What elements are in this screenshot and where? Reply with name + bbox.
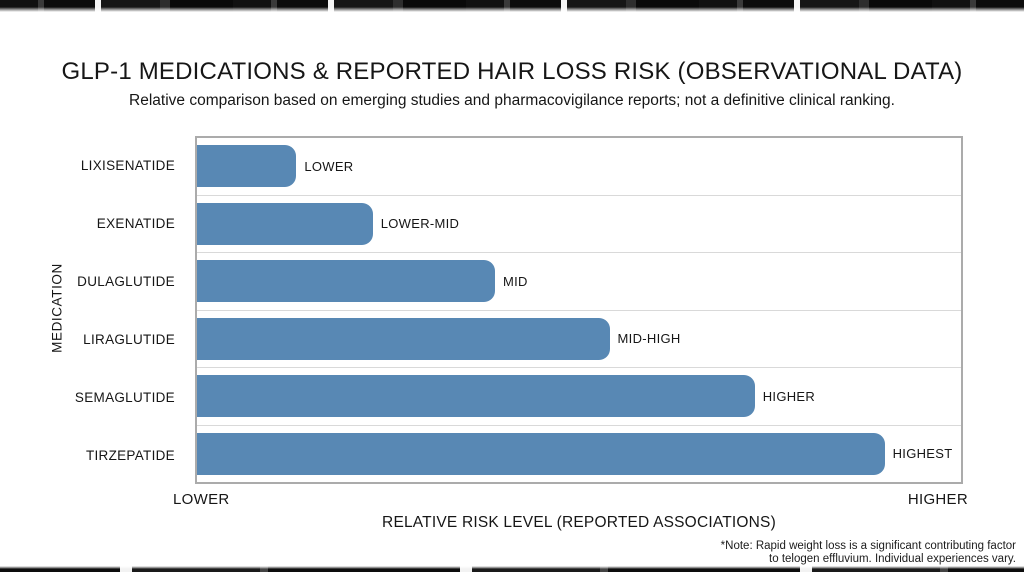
risk-bar (197, 375, 755, 418)
risk-bar (197, 202, 373, 245)
plot-area: LOWER LOWER-MID MID MID-HIGH HIGHER HIGHEST (195, 136, 963, 484)
bar-row: MID (197, 253, 961, 311)
bar-row: LOWER (197, 138, 961, 196)
risk-bar (197, 260, 495, 303)
bar-row: HIGHER (197, 368, 961, 426)
footnote: *Note: Rapid weight loss is a significan… (721, 540, 1016, 566)
category-label: EXENATIDE (96, 215, 175, 231)
bottom-film-edge (0, 566, 1024, 572)
bar-value-label: MID-HIGH (617, 331, 681, 347)
chart-title: GLP-1 MEDICATIONS & REPORTED HAIR LOSS R… (61, 58, 963, 85)
chart-subtitle: Relative comparison based on emerging st… (129, 92, 895, 109)
footnote-line-2: to telogen effluvium. Individual experie… (769, 553, 1016, 565)
bar-row: LOWER-MID (197, 196, 961, 253)
category-label: LIXISENATIDE (80, 157, 175, 173)
bar-value-label: MID (502, 273, 528, 289)
category-labels: LIXISENATIDE EXENATIDE DULAGLUTIDE LIRAGLUT… (0, 136, 185, 484)
x-tick-higher: HIGHER (907, 491, 968, 508)
footnote-line-1: *Note: Rapid weight loss is a significan… (720, 540, 1016, 552)
risk-bar (197, 317, 610, 360)
category-label: SEMAGLUTIDE (74, 389, 175, 405)
x-tick-lower: LOWER (173, 491, 230, 508)
bar-row: MID-HIGH (197, 311, 961, 368)
risk-bar (197, 145, 297, 188)
top-film-edge (0, 0, 1024, 12)
x-axis-title: RELATIVE RISK LEVEL (REPORTED ASSOCIATIO… (382, 514, 776, 531)
bar-value-label: HIGHER (762, 388, 816, 404)
category-label: LIRAGLUTIDE (83, 331, 175, 347)
category-label: TIRZEPATIDE (85, 447, 175, 463)
bar-row: HIGHEST (197, 426, 961, 483)
risk-bar (197, 432, 885, 475)
category-label: DULAGLUTIDE (77, 273, 175, 289)
bar-value-label: HIGHEST (892, 446, 953, 462)
bar-value-label: LOWER-MID (380, 216, 460, 232)
bar-value-label: LOWER (304, 158, 354, 174)
